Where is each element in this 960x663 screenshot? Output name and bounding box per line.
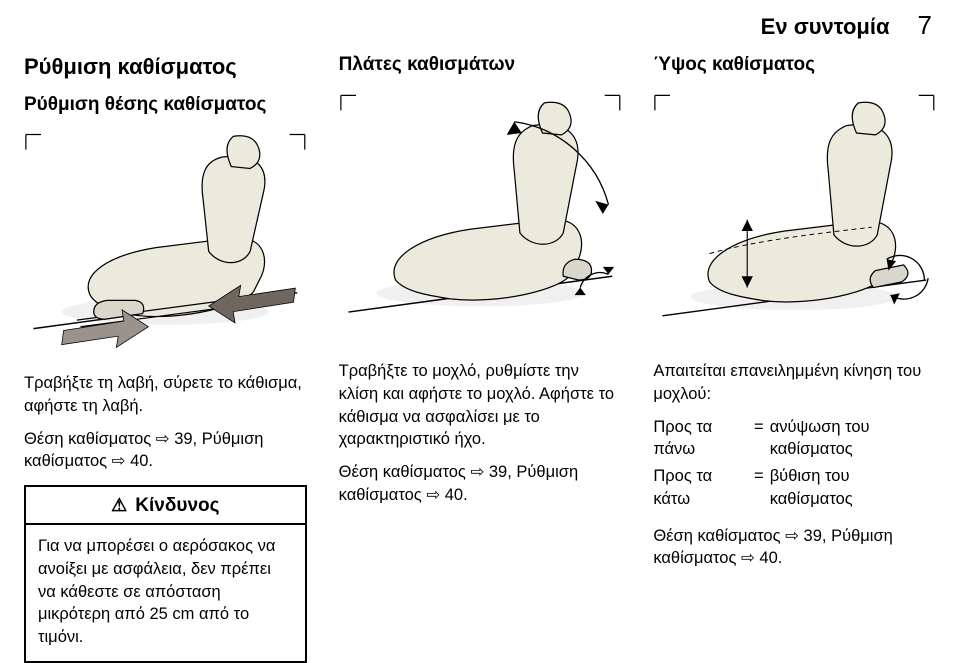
table-row: Προς τα πάνω = ανύψωση του καθίσματος xyxy=(653,416,936,466)
danger-box: ⚠ Κίνδυνος Για να μπορέσει ο αερόσακος ν… xyxy=(24,485,307,663)
danger-body: Για να μπορέσει ο αερόσακος να ανοίξει μ… xyxy=(26,525,305,661)
body-intro: Απαιτείται επανειλημμένη κίνηση του μοχλ… xyxy=(653,360,936,406)
cross-reference: Θέση καθίσματος ⇨ 39, Ρύθμιση καθίσματος… xyxy=(339,461,622,507)
body-text: Τραβήξτε τη λαβή, σύρετε το κάθισμα, αφή… xyxy=(24,372,307,418)
def-right: βύθιση του καθίσματος xyxy=(770,465,936,515)
table-row: Προς τα κάτω = βύθιση του καθίσματος xyxy=(653,465,936,515)
subsection-heading: Πλάτες καθισμάτων xyxy=(339,54,622,76)
seat-recline-figure xyxy=(339,86,622,344)
page-header: Εν συντομία 7 xyxy=(761,10,932,41)
def-left: Προς τα πάνω xyxy=(653,416,748,466)
def-right: ανύψωση του καθίσματος xyxy=(770,416,936,466)
seat-height-figure xyxy=(653,86,936,344)
page-number: 7 xyxy=(918,10,932,41)
def-left: Προς τα κάτω xyxy=(653,465,748,515)
body-text: Τραβήξτε το μοχλό, ρυθμίστε την κλίση κα… xyxy=(339,360,622,451)
seat-recline-svg xyxy=(339,86,622,344)
cross-reference: Θέση καθίσματος ⇨ 39, Ρύθμιση καθίσματος… xyxy=(24,428,307,474)
def-eq: = xyxy=(748,465,770,515)
seat-slide-figure xyxy=(24,126,307,356)
warning-icon: ⚠ xyxy=(111,496,127,514)
seat-slide-svg xyxy=(24,126,307,356)
section-heading: Ρύθμιση καθίσματος xyxy=(24,54,307,80)
height-definitions: Προς τα πάνω = ανύψωση του καθίσματος Πρ… xyxy=(653,416,936,515)
running-title: Εν συντομία xyxy=(761,14,890,40)
content-columns: Ρύθμιση καθίσματος Ρύθμιση θέσης καθίσμα… xyxy=(24,54,936,663)
column-2: Πλάτες καθισμάτων xyxy=(339,54,622,663)
subsection-heading: Ύψος καθίσματος xyxy=(653,54,936,76)
column-1: Ρύθμιση καθίσματος Ρύθμιση θέσης καθίσμα… xyxy=(24,54,307,663)
danger-heading: ⚠ Κίνδυνος xyxy=(26,487,305,525)
cross-reference: Θέση καθίσματος ⇨ 39, Ρύθμιση καθίσματος… xyxy=(653,525,936,571)
subsection-heading: Ρύθμιση θέσης καθίσματος xyxy=(24,94,307,116)
seat-height-svg xyxy=(653,86,936,344)
def-eq: = xyxy=(748,416,770,466)
danger-title: Κίνδυνος xyxy=(135,495,219,517)
column-3: Ύψος καθίσματος xyxy=(653,54,936,663)
